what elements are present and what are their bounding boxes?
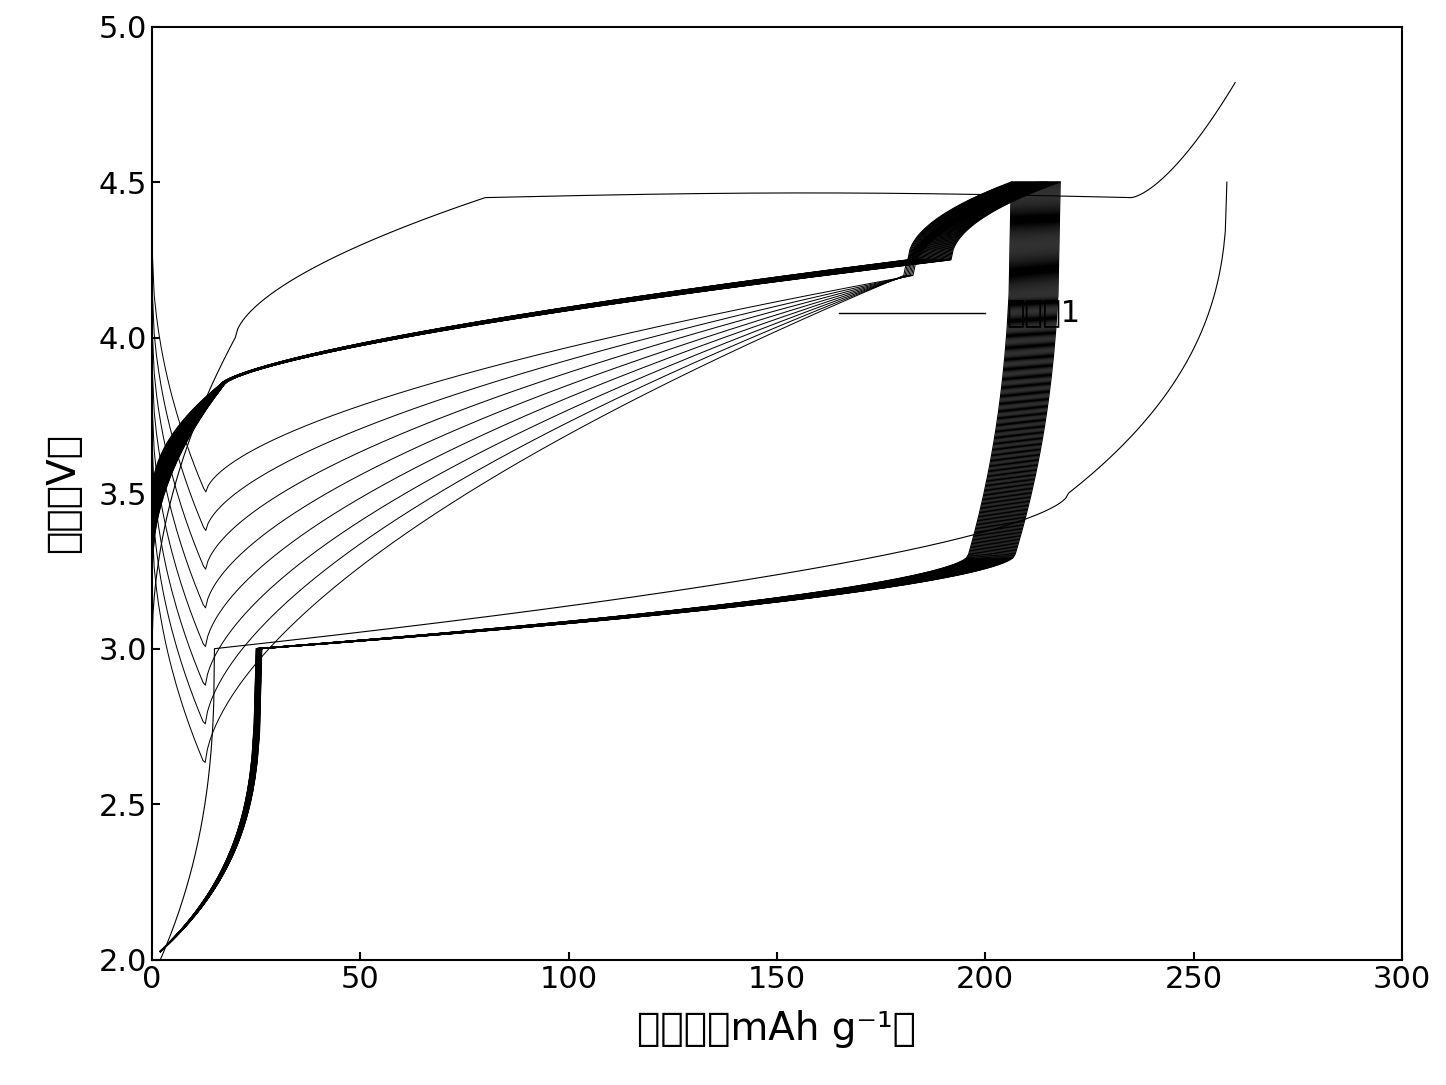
X-axis label: 比容量（mAh g⁻¹）: 比容量（mAh g⁻¹） (638, 1010, 917, 1048)
Text: 实施例1: 实施例1 (1006, 298, 1080, 328)
Y-axis label: 电压（V）: 电压（V） (43, 433, 82, 553)
